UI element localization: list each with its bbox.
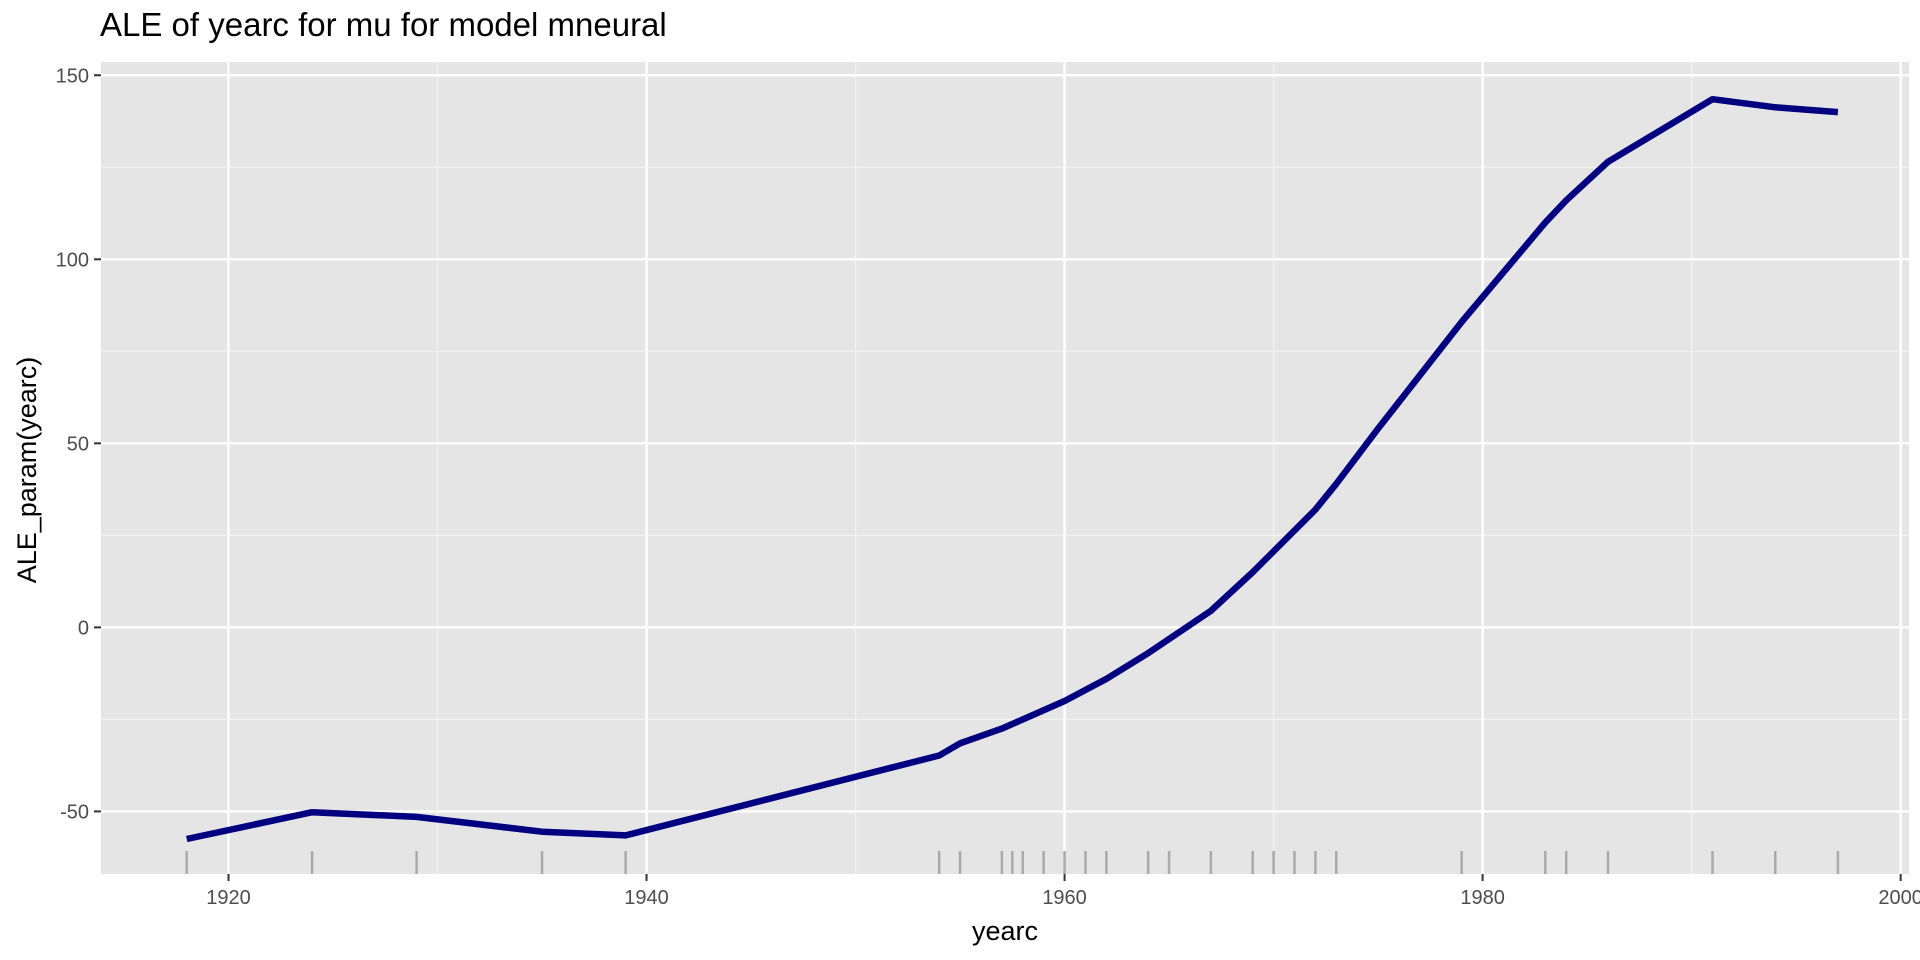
x-tick-label: 1980 (1460, 887, 1505, 909)
y-tick-label: -50 (60, 801, 89, 823)
plot-panel (101, 62, 1909, 874)
minor-gridlines (101, 62, 1909, 874)
x-axis-tick-labels: 1920 1940 1960 1980 2000 (206, 887, 1920, 909)
chart-title: ALE of yearc for mu for model mneural (100, 6, 667, 43)
x-tick-label: 1920 (206, 887, 251, 909)
y-tick-label: 150 (56, 65, 89, 87)
major-gridlines (101, 62, 1909, 874)
y-axis-tick-labels: -50 0 50 100 150 (56, 65, 89, 823)
x-tick-label: 2000 (1878, 887, 1920, 909)
y-tick-label: 50 (67, 433, 89, 455)
x-tick-label: 1940 (624, 887, 669, 909)
series-layer (186, 95, 1839, 843)
y-tick-label: 0 (78, 617, 89, 639)
y-axis-title: ALE_param(yearc) (12, 357, 42, 584)
y-tick-label: 100 (56, 249, 89, 271)
ale-series-line (186, 95, 1839, 843)
axis-ticks (94, 74, 1902, 881)
rug-marks (185, 851, 1840, 874)
x-tick-label: 1960 (1042, 887, 1087, 909)
x-axis-title: yearc (972, 916, 1038, 946)
